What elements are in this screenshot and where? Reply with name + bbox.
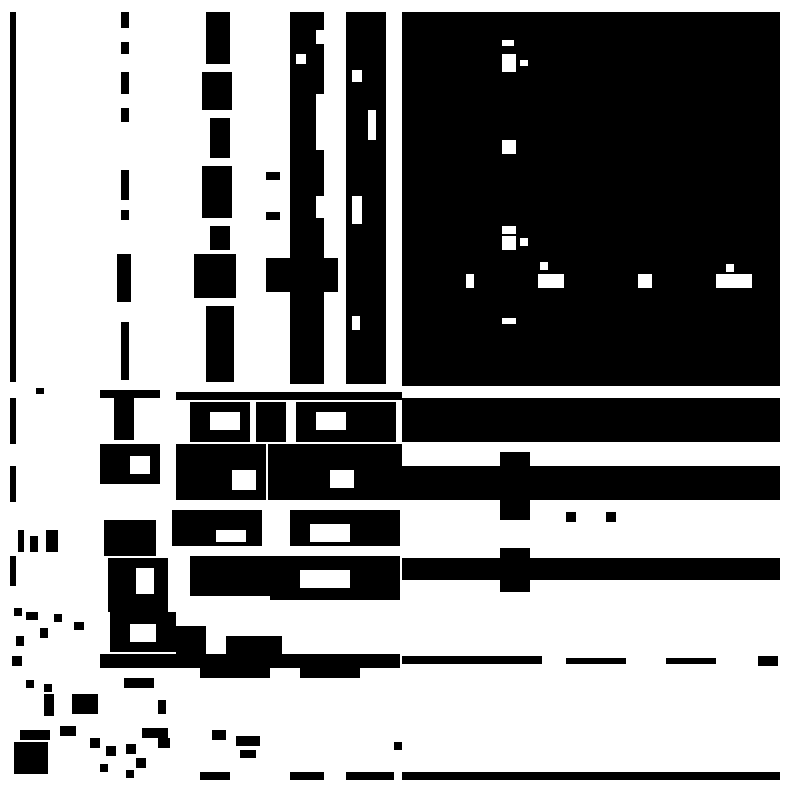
vertical-band-gaps xyxy=(296,30,376,330)
top-right-dense-block xyxy=(402,12,780,386)
vertical-band-3 xyxy=(266,12,338,384)
vertical-band-1 xyxy=(117,12,131,380)
vertical-band-2 xyxy=(194,12,236,382)
left-edge-marks xyxy=(10,12,16,586)
lower-left-sparse-block xyxy=(14,694,402,780)
horizontal-band-1 xyxy=(402,398,780,780)
left-small-marks xyxy=(12,388,84,692)
dense-block-holes xyxy=(466,40,752,324)
cross-pattern-gaps xyxy=(130,412,354,642)
